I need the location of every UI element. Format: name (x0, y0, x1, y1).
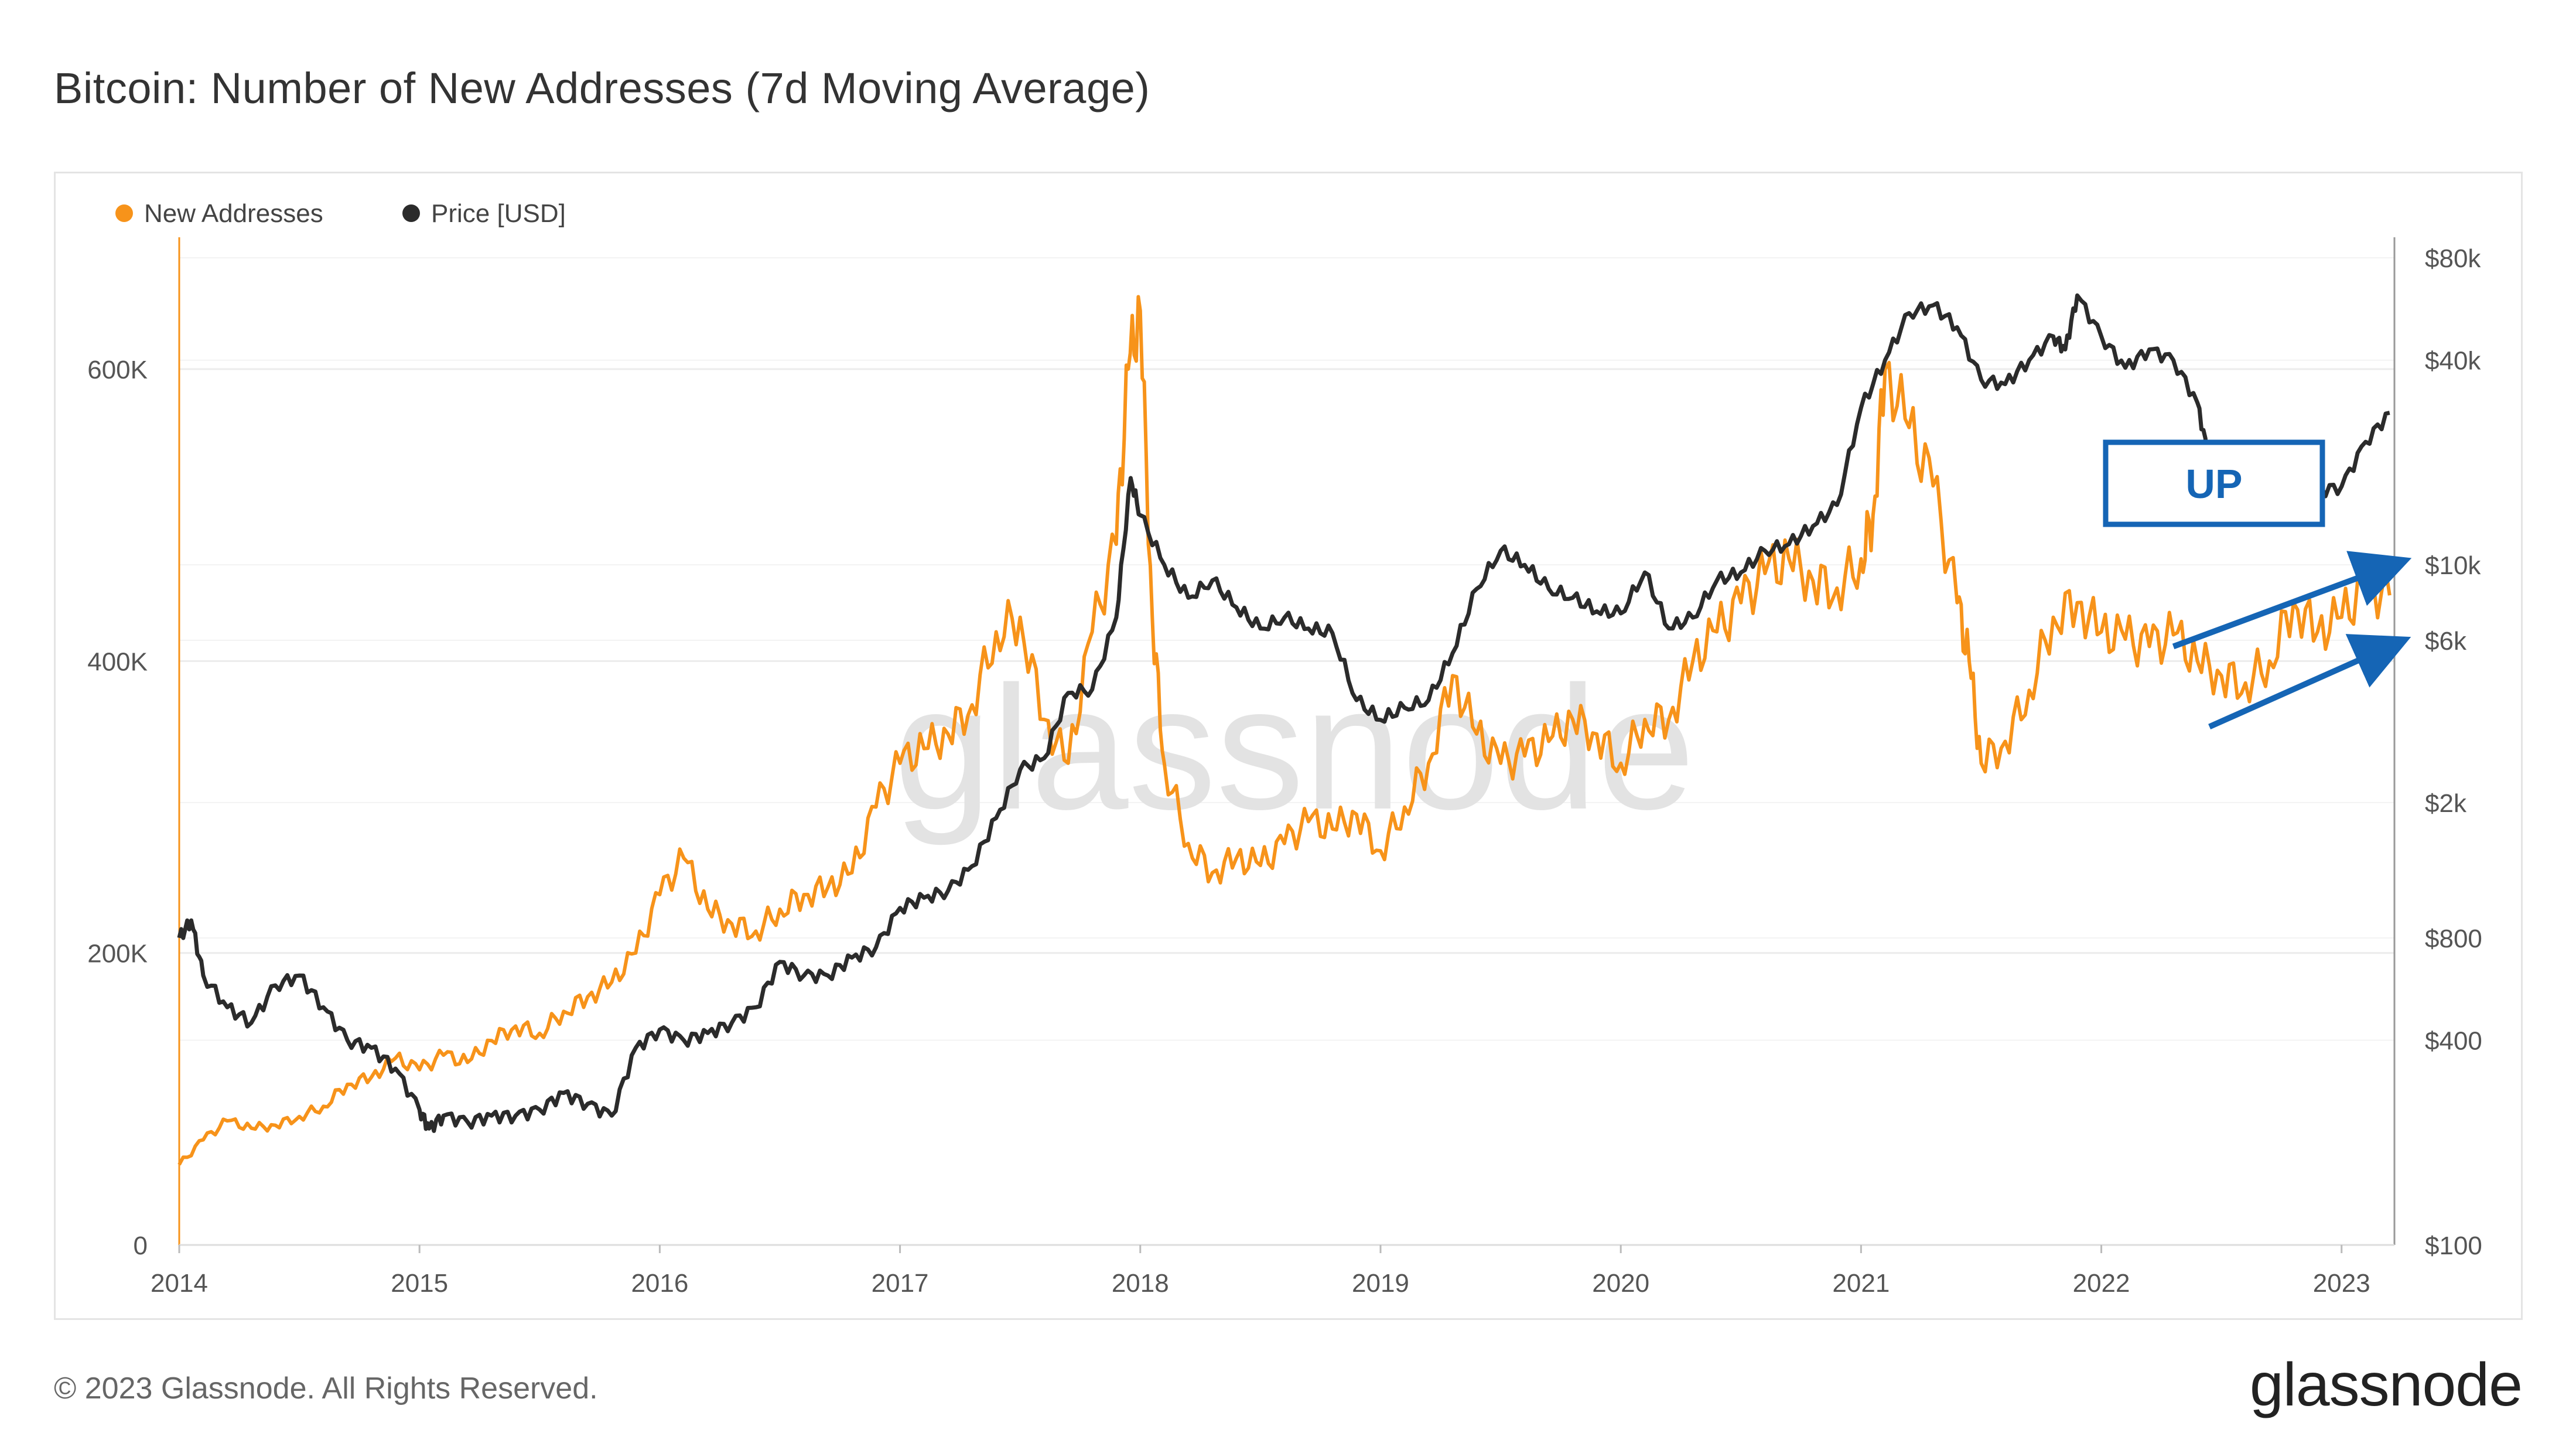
y-right-tick-label: $100 (2425, 1231, 2482, 1260)
x-tick-label: 2015 (391, 1269, 448, 1298)
y-left-tick-label: 0 (134, 1231, 148, 1260)
legend-entry-label[interactable]: Price [USD] (431, 199, 566, 228)
x-tick-label: 2017 (872, 1269, 929, 1298)
y-left-tick-label: 200K (87, 940, 148, 968)
x-tick-label: 2019 (1352, 1269, 1409, 1298)
y-right-tick-label: $10k (2425, 551, 2481, 580)
chart-title: Bitcoin: Number of New Addresses (7d Mov… (54, 64, 1150, 112)
y-right-tick-label: $2k (2425, 789, 2467, 818)
copyright-text: © 2023 Glassnode. All Rights Reserved. (54, 1371, 598, 1405)
series-layer (177, 293, 2391, 1166)
annotation-box (2103, 439, 2325, 527)
y-axis-left-ticks: 0 200K 400K 600K (87, 356, 148, 1260)
x-tick-label: 2023 (2313, 1269, 2370, 1298)
x-tick-label: 2022 (2073, 1269, 2130, 1298)
y-left-tick-label: 600K (87, 356, 148, 384)
glassnode-logo: glassnode (2249, 1351, 2523, 1419)
x-axis-ticks: 2014 2015 2016 2017 2018 2019 2020 2021 2022 2023 (151, 1245, 2370, 1298)
watermark: glassnode (894, 649, 1695, 847)
x-tick-label: 2020 (1592, 1269, 1649, 1298)
annotation-arrow (2208, 634, 2411, 730)
x-tick-label: 2014 (151, 1269, 208, 1298)
legend-dot-icon (402, 204, 420, 222)
annotation-arrow (2172, 551, 2412, 650)
axes (178, 237, 2396, 1246)
series-line-new-addresses (177, 295, 2391, 1166)
legend-entry-label[interactable]: New Addresses (144, 199, 323, 228)
y-right-tick-label: $40k (2425, 347, 2481, 376)
y-right-tick-label: $800 (2425, 924, 2482, 953)
chart-panel (54, 172, 2523, 1320)
y-right-tick-label: $80k (2425, 244, 2481, 273)
legend: New Addresses Price [USD] (115, 199, 566, 228)
x-tick-label: 2021 (1832, 1269, 1890, 1298)
x-tick-label: 2016 (631, 1269, 688, 1298)
y-right-tick-label: $400 (2425, 1027, 2482, 1056)
legend-dot-icon (115, 204, 133, 222)
annotation-up-label: UP (2185, 461, 2242, 507)
y-left-tick-label: 400K (87, 647, 148, 676)
series-line-price (177, 293, 2390, 1133)
y-right-tick-label: $6k (2425, 627, 2467, 656)
y-axis-right-ticks: $80k $40k $10k $6k $2k $800 $400 $100 (2425, 244, 2482, 1260)
x-tick-label: 2018 (1112, 1269, 1169, 1298)
annotations: UP (2103, 439, 2412, 730)
